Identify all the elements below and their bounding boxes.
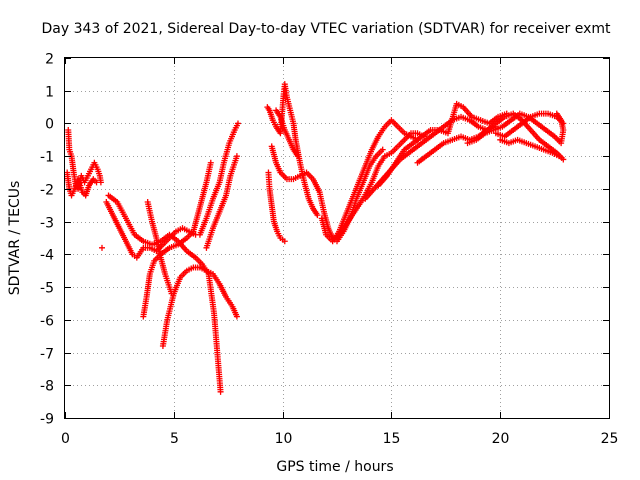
y-tick-label: -1 — [40, 150, 54, 166]
x-tick-label: 0 — [61, 431, 70, 447]
y-tick-label: -8 — [40, 379, 54, 395]
x-tick-label: 15 — [383, 431, 401, 447]
y-tick-label: -6 — [40, 314, 54, 330]
x-axis-label: GPS time / hours — [276, 459, 393, 475]
data-point — [555, 153, 562, 160]
data-point — [217, 388, 224, 395]
data-point — [294, 153, 301, 160]
data-point — [281, 238, 288, 245]
y-tick-label: 1 — [45, 85, 54, 101]
y-tick-label: -4 — [40, 248, 54, 264]
x-tick-label: 5 — [170, 431, 179, 447]
y-axis-label: SDTVAR / TECUs — [7, 181, 23, 296]
plot-frame — [64, 57, 610, 419]
x-tick-label: 25 — [601, 431, 619, 447]
data-point — [233, 313, 240, 320]
data-point — [379, 146, 386, 153]
data-point — [314, 212, 321, 219]
y-tick-label: -3 — [40, 216, 54, 232]
y-tick-label: 0 — [45, 117, 54, 133]
data-point — [207, 159, 214, 166]
data-point — [234, 120, 241, 127]
y-tick-label: 2 — [45, 52, 54, 68]
data-point — [233, 153, 240, 160]
x-tick-label: 10 — [275, 431, 293, 447]
y-tick-label: -2 — [40, 183, 54, 199]
chart-title: Day 343 of 2021, Sidereal Day-to-day VTE… — [42, 21, 612, 37]
y-tick-label: -9 — [40, 412, 54, 428]
data-point — [560, 156, 567, 163]
x-tick-label: 20 — [492, 431, 510, 447]
y-tick-label: -7 — [40, 347, 54, 363]
y-tick-label: -5 — [40, 281, 54, 297]
data-point — [93, 179, 100, 186]
data-points — [64, 81, 567, 395]
data-point — [98, 244, 105, 251]
data-point — [560, 120, 567, 127]
